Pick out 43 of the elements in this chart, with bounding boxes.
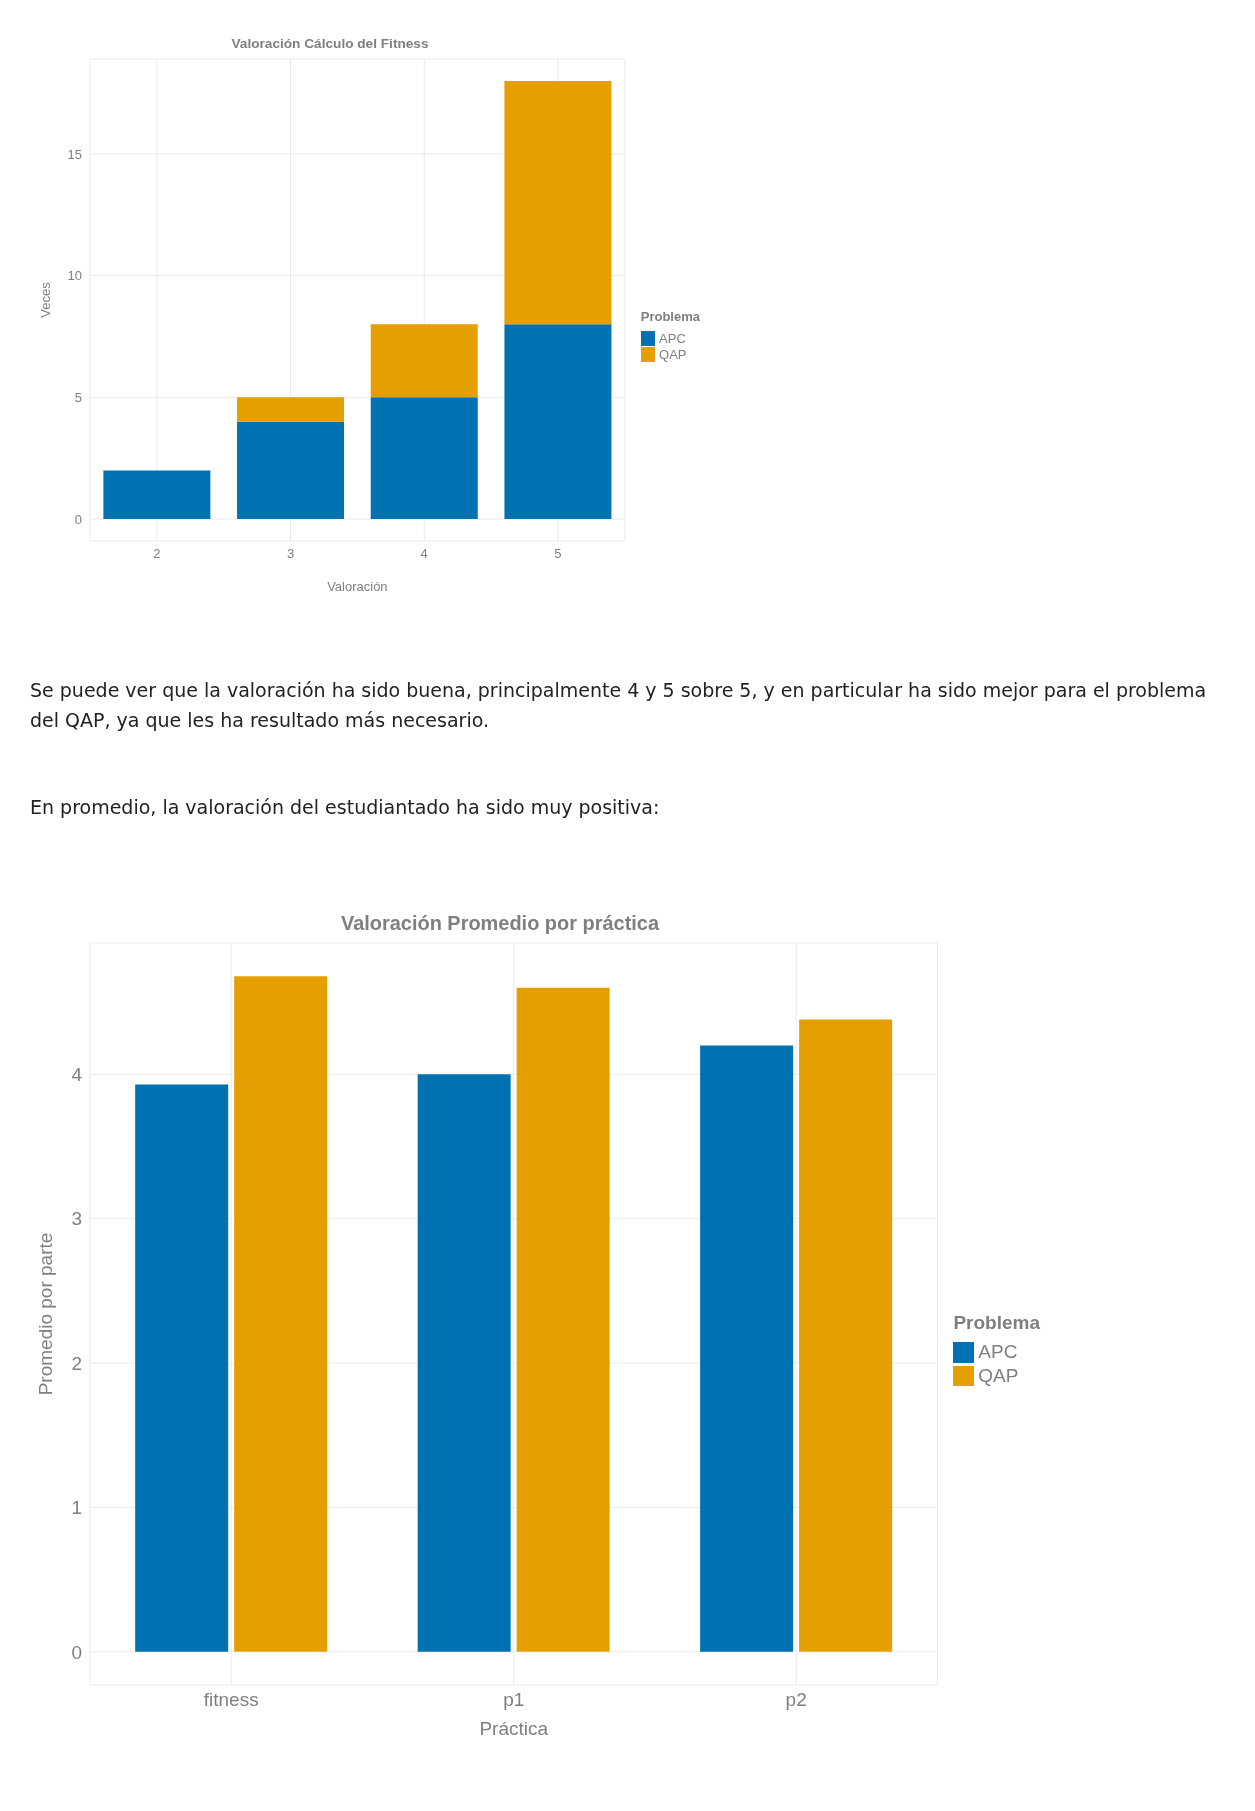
x-tick-label: p1: [503, 1689, 525, 1711]
y-tick-label: 0: [71, 1641, 82, 1663]
x-tick-label: 5: [554, 546, 562, 562]
bar: [103, 470, 211, 520]
x-tick-label: 2: [153, 546, 161, 562]
legend-title: Problema: [640, 309, 700, 325]
bar: [135, 1084, 229, 1652]
legend-label: APC: [659, 330, 686, 346]
legend-label: APC: [978, 1341, 1018, 1364]
bar: [504, 324, 612, 520]
x-tick-label: p2: [785, 1689, 807, 1711]
y-axis-title: Promedio por parte: [34, 1232, 56, 1396]
bar: [417, 1074, 511, 1652]
x-tick-label: 3: [286, 546, 295, 562]
x-tick-label: 4: [420, 546, 428, 562]
legend-label: QAP: [659, 347, 687, 363]
y-tick-label: 10: [67, 268, 82, 284]
text: Se puede ver que la valoración ha sido buena, principalmente 4 y 5 sobre 5, y en particular ha sido mejor para el problema del QAP, ya que les ha resultado más necesario.: [30, 678, 1208, 734]
y-axis-title: Veces: [37, 281, 53, 318]
y-tick-label: 1: [71, 1497, 82, 1519]
y-tick-label: 5: [74, 389, 82, 405]
y-tick-label: 0: [74, 511, 82, 527]
chart-title: Valoración Cálculo del Fitness: [230, 36, 430, 51]
bar: [516, 987, 610, 1652]
y-tick-label: 15: [67, 146, 82, 162]
bar: [237, 421, 345, 520]
bar: [504, 80, 612, 325]
x-axis-title: Práctica: [479, 1718, 549, 1740]
bar: [370, 397, 478, 520]
bar: [799, 1019, 893, 1652]
y-tick-label: 4: [71, 1064, 83, 1086]
legend-title: Problema: [953, 1312, 1040, 1335]
text: En promedio, la valoración del estudiantado ha sido muy positiva:: [30, 794, 661, 820]
y-tick-label: 2: [71, 1353, 82, 1374]
x-axis-title: Valoración: [327, 579, 388, 594]
x-tick-label: fitness: [203, 1689, 259, 1711]
bar: [237, 397, 345, 422]
bar: [234, 976, 328, 1652]
bar: [700, 1045, 794, 1652]
bar: [370, 324, 478, 398]
legend-label: QAP: [978, 1365, 1019, 1388]
chart-title: Valoración Promedio por práctica: [340, 912, 661, 936]
y-tick-label: 3: [71, 1208, 82, 1230]
